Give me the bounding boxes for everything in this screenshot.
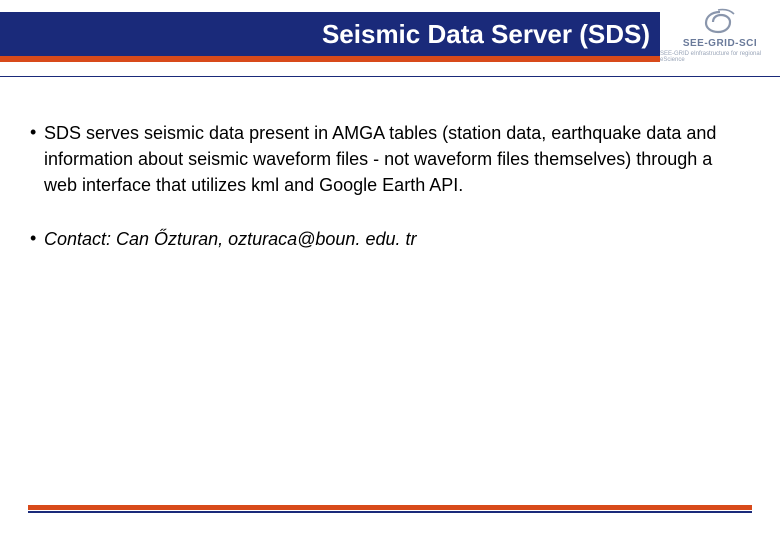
bullet-text: SDS serves seismic data present in AMGA … [44, 120, 750, 198]
accent-bar-top [0, 56, 660, 62]
logo-text: SEE-GRID-SCI [683, 38, 757, 49]
bullet-item: • SDS serves seismic data present in AMG… [30, 120, 750, 198]
project-logo: SEE-GRID-SCI SEE-GRID eInfrastructure fo… [660, 0, 780, 70]
footer-accent-bar [28, 505, 752, 510]
slide-header: Seismic Data Server (SDS) SEE-GRID-SCI S… [0, 0, 780, 70]
logo-subtext: SEE-GRID eInfrastructure for regional eS… [660, 51, 780, 63]
bullet-marker: • [30, 226, 44, 252]
bullet-text: Contact: Can Őzturan, ozturaca@boun. edu… [44, 226, 416, 252]
title-bar: Seismic Data Server (SDS) [0, 12, 660, 56]
bullet-marker: • [30, 120, 44, 198]
logo-swirl-icon [700, 8, 740, 36]
slide-title: Seismic Data Server (SDS) [322, 19, 650, 50]
bullet-item: • Contact: Can Őzturan, ozturaca@boun. e… [30, 226, 750, 252]
slide-body: • SDS serves seismic data present in AMG… [30, 120, 750, 280]
footer-line [28, 511, 752, 513]
divider-line [0, 76, 780, 77]
